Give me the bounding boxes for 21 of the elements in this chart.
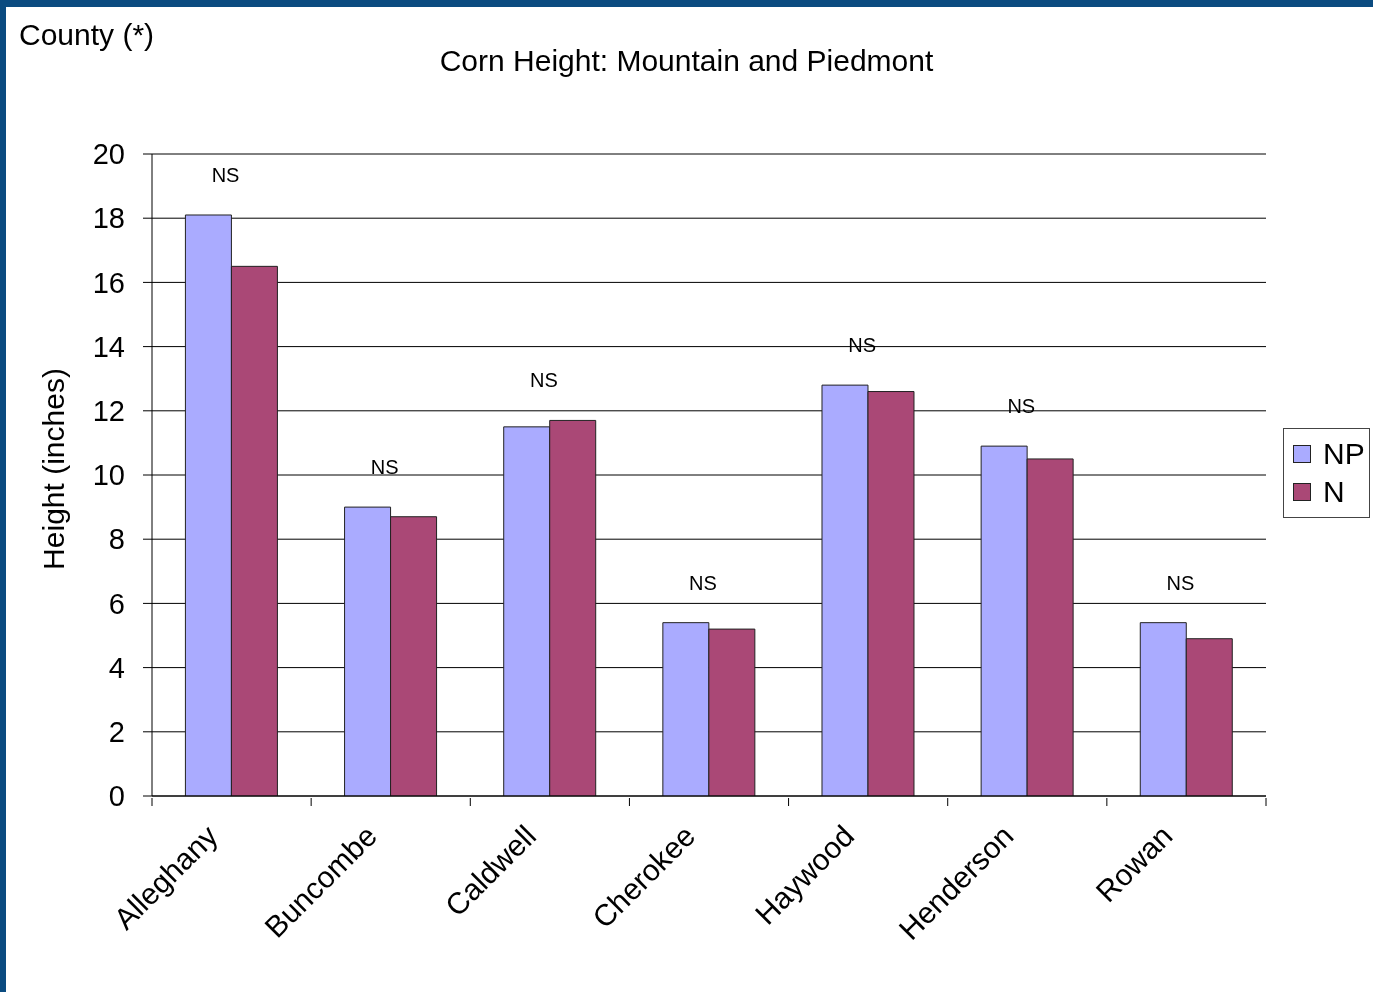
y-tick-label: 6 bbox=[108, 587, 125, 620]
y-tick-label: 8 bbox=[108, 523, 125, 556]
y-tick-label: 4 bbox=[108, 651, 125, 684]
y-tick-label: 0 bbox=[108, 780, 125, 813]
y-axis-title: Height (inches) bbox=[37, 368, 71, 570]
y-tick-label: 16 bbox=[92, 266, 125, 299]
legend-label: NP bbox=[1323, 437, 1365, 471]
y-tick-label: 18 bbox=[92, 202, 125, 235]
y-tick-label: 2 bbox=[108, 716, 125, 749]
y-tick-label: 20 bbox=[92, 138, 125, 171]
chart-title: Corn Height: Mountain and Piedmont bbox=[439, 44, 934, 77]
annotation: NS bbox=[1166, 571, 1195, 594]
annotation: NS bbox=[370, 456, 399, 479]
y-tick-label: 12 bbox=[92, 395, 125, 428]
y-tick-label: 10 bbox=[92, 459, 125, 492]
annotation: NS bbox=[689, 571, 717, 594]
annotation: NS bbox=[211, 163, 240, 186]
y-tick-label: 14 bbox=[92, 330, 125, 363]
text: County (*) bbox=[19, 18, 155, 52]
annotation: NS bbox=[529, 369, 558, 392]
legend-label: N bbox=[1323, 475, 1345, 509]
